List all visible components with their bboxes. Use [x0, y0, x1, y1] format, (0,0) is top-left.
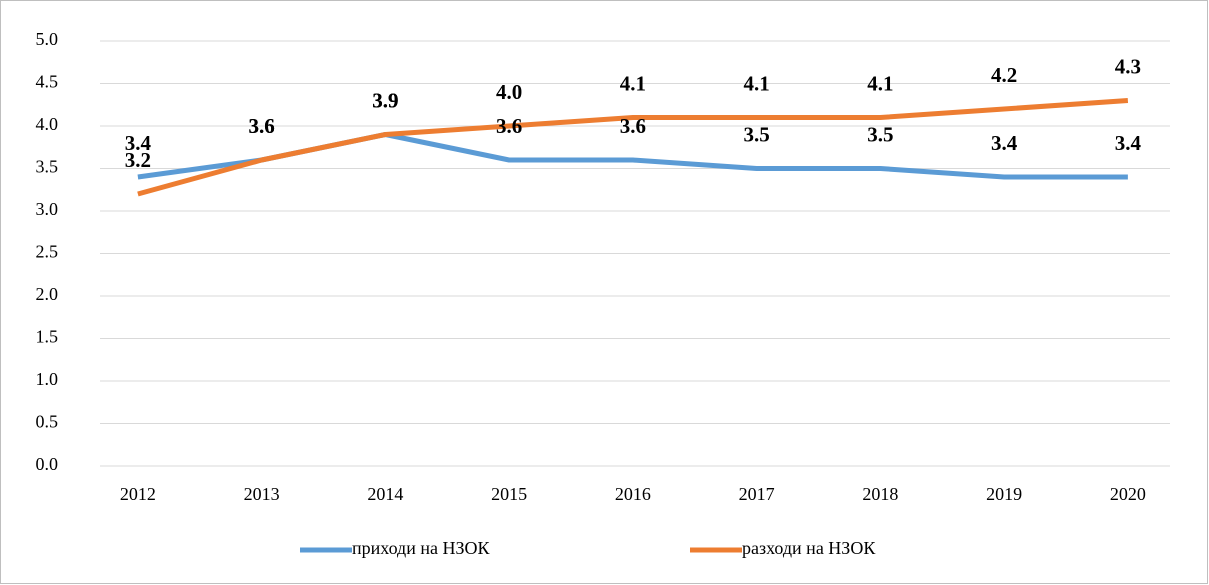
x-tick-label: 2020	[1110, 484, 1146, 504]
data-label: 3.4	[991, 131, 1018, 155]
data-label: 3.5	[744, 122, 770, 146]
x-tick-label: 2019	[986, 484, 1022, 504]
data-label: 3.2	[125, 148, 151, 172]
data-label: 3.4	[1115, 131, 1142, 155]
y-tick-label: 0.0	[36, 454, 59, 474]
x-tick-label: 2016	[615, 484, 651, 504]
data-label: 3.6	[249, 114, 275, 138]
x-tick-label: 2012	[120, 484, 156, 504]
legend-label: приходи на НЗОК	[352, 538, 490, 558]
data-label: 3.6	[496, 114, 522, 138]
y-tick-label: 2.5	[36, 242, 59, 262]
data-label: 3.6	[249, 114, 275, 138]
data-label: 4.0	[496, 80, 522, 104]
data-label: 3.9	[372, 88, 398, 112]
y-tick-label: 3.0	[36, 199, 59, 219]
y-tick-label: 0.5	[36, 412, 59, 432]
y-tick-label: 4.5	[36, 72, 59, 92]
y-tick-label: 3.5	[36, 157, 59, 177]
x-tick-label: 2014	[367, 484, 403, 504]
data-label: 4.2	[991, 63, 1017, 87]
y-tick-label: 4.0	[36, 114, 59, 134]
y-tick-label: 2.0	[36, 284, 59, 304]
x-tick-label: 2013	[244, 484, 280, 504]
x-tick-label: 2015	[491, 484, 527, 504]
data-label: 3.4	[125, 131, 152, 155]
y-tick-label: 1.0	[36, 369, 59, 389]
data-label: 4.3	[1115, 54, 1141, 78]
x-tick-label: 2018	[862, 484, 898, 504]
series-line	[137, 98, 1129, 197]
data-label: 4.1	[620, 71, 646, 95]
data-label: 3.5	[867, 122, 893, 146]
x-tick-label: 2017	[739, 484, 775, 504]
data-label: 3.6	[620, 114, 646, 138]
data-label: 4.1	[744, 71, 770, 95]
data-label: 3.9	[372, 88, 398, 112]
y-tick-label: 5.0	[36, 29, 59, 49]
data-label: 4.1	[867, 71, 893, 95]
legend-label: разходи на НЗОК	[742, 538, 876, 558]
y-tick-label: 1.5	[36, 327, 59, 347]
